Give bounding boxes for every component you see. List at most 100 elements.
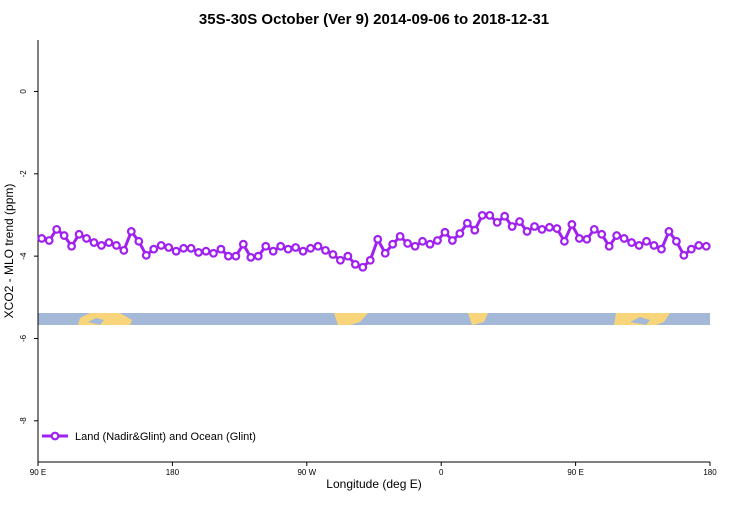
data-point	[470, 225, 480, 235]
data-point	[612, 231, 622, 240]
data-point	[597, 229, 607, 239]
data-point	[201, 246, 211, 256]
data-point	[380, 248, 390, 258]
data-point	[418, 236, 427, 246]
data-point	[291, 243, 301, 252]
y-tick-label: 0	[19, 89, 28, 94]
data-point	[507, 222, 517, 231]
data-point	[156, 241, 166, 250]
legend-label: Land (Nadir&Glint) and Ocean (Glint)	[75, 431, 256, 443]
data-point	[649, 241, 659, 250]
data-point	[44, 236, 54, 245]
data-point	[238, 239, 248, 249]
data-point	[164, 243, 174, 252]
data-point	[216, 244, 226, 254]
data-point	[515, 217, 524, 226]
x-tick-label: 90 W	[297, 468, 316, 477]
x-tick-label: 90 E	[567, 468, 583, 477]
data-point	[627, 238, 636, 247]
data-point	[59, 231, 69, 240]
data-point	[395, 231, 405, 241]
data-point	[186, 243, 196, 253]
data-point	[276, 241, 286, 251]
x-tick-label: 90 E	[30, 468, 46, 477]
data-point	[373, 234, 383, 244]
ocean	[38, 313, 710, 325]
data-point	[560, 236, 569, 246]
data-point	[433, 236, 442, 245]
land-detail	[88, 318, 104, 325]
data-point	[74, 229, 84, 239]
data-point	[261, 241, 271, 251]
y-tick-label: -4	[19, 252, 28, 260]
data-point	[642, 236, 651, 246]
data-point	[567, 220, 577, 229]
data-point	[358, 262, 368, 272]
data-point	[365, 255, 375, 265]
data-point	[619, 234, 629, 243]
data-point	[537, 224, 547, 234]
data-point	[52, 224, 62, 234]
data-point	[82, 234, 91, 243]
data-point	[701, 241, 711, 251]
y-tick-label: -8	[19, 417, 28, 425]
data-point	[328, 250, 338, 259]
data-point	[440, 227, 450, 237]
data-point	[686, 244, 696, 254]
data-point	[298, 246, 308, 256]
map-strip	[38, 313, 710, 325]
data-point	[545, 222, 554, 232]
land-detail	[630, 317, 650, 325]
data-point	[268, 246, 278, 256]
data-point	[425, 239, 435, 249]
data-point	[37, 234, 47, 243]
data-point	[313, 241, 323, 251]
data-point	[582, 234, 592, 244]
data-point	[306, 243, 315, 253]
data-point	[388, 239, 398, 249]
x-axis-label: Longitude (deg E)	[326, 477, 421, 491]
data-point	[485, 210, 495, 220]
data-point	[141, 250, 151, 260]
data-point	[672, 236, 681, 246]
data-point	[253, 251, 263, 261]
x-tick-label: 180	[166, 468, 180, 477]
land	[334, 313, 368, 325]
data-point	[448, 236, 457, 245]
data-point	[455, 229, 465, 238]
data-point	[67, 241, 76, 251]
data-point	[97, 241, 106, 250]
land	[468, 313, 488, 325]
data-point	[223, 251, 233, 261]
data-point	[179, 243, 189, 253]
data-point	[634, 241, 644, 250]
data-point	[119, 245, 129, 255]
data-point	[522, 227, 532, 236]
x-tick-label: 0	[439, 468, 444, 477]
data-point	[209, 248, 218, 258]
data-point	[664, 227, 674, 236]
data-point	[477, 210, 487, 220]
data-point	[694, 241, 704, 250]
chart-title: 35S-30S October (Ver 9) 2014-09-06 to 20…	[199, 11, 549, 28]
data-point	[343, 251, 353, 261]
data-point	[126, 227, 136, 236]
data-point	[246, 252, 256, 262]
data-point	[530, 222, 539, 231]
data-point	[104, 238, 114, 247]
data-point	[500, 211, 510, 221]
y-axis-label: XCO2 - MLO trend (ppm)	[2, 184, 16, 319]
data-point	[492, 217, 502, 227]
y-tick-label: -2	[19, 170, 28, 178]
data-point	[679, 250, 689, 260]
x-tick-label: 180	[703, 468, 717, 477]
data-point	[410, 241, 420, 251]
data-point	[134, 236, 144, 246]
data-point	[89, 238, 99, 247]
data-point	[171, 246, 181, 256]
data-point	[111, 241, 121, 250]
data-point	[231, 251, 241, 261]
data-point	[403, 238, 413, 248]
